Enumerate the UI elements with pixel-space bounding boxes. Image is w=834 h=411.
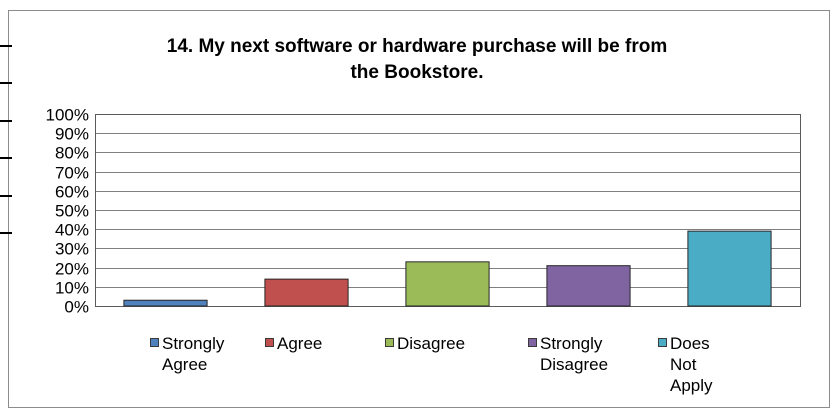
y-tick-label: 70% bbox=[55, 164, 89, 183]
legend-swatch bbox=[658, 338, 667, 347]
edge-mark bbox=[0, 45, 12, 47]
y-tick-label: 50% bbox=[55, 202, 89, 221]
bar-does-not-apply bbox=[687, 230, 772, 307]
legend-label: Agree bbox=[277, 334, 323, 353]
edge-mark bbox=[0, 120, 12, 122]
bar-strongly-agree bbox=[123, 299, 208, 307]
y-tick-label: 0% bbox=[64, 298, 89, 317]
bar-agree bbox=[264, 278, 349, 307]
y-tick-label: 60% bbox=[55, 183, 89, 202]
legend-swatch bbox=[385, 338, 394, 347]
edge-mark bbox=[0, 195, 12, 197]
y-tick-label: 100% bbox=[46, 106, 89, 125]
y-tick-label: 10% bbox=[55, 279, 89, 298]
legend-swatch bbox=[528, 338, 537, 347]
chart-legend: Strongly Agree Agree Disagree Strongly Disa… bbox=[150, 333, 810, 395]
chart-frame bbox=[8, 10, 830, 408]
y-tick-label: 20% bbox=[55, 260, 89, 279]
chart-plot-area: 0%10%20%30%40%50%60%70%80%90%100% bbox=[46, 106, 801, 317]
legend-label: Does Not Apply bbox=[670, 334, 713, 395]
bar-strongly-disagree bbox=[546, 265, 631, 307]
edge-mark bbox=[0, 82, 12, 84]
edge-mark bbox=[0, 232, 12, 234]
y-tick-label: 30% bbox=[55, 240, 89, 259]
legend-swatch bbox=[265, 338, 274, 347]
bar-disagree bbox=[405, 261, 490, 307]
y-tick-label: 40% bbox=[55, 221, 89, 240]
chart-title: 14. My next software or hardware purchas… bbox=[166, 36, 668, 83]
y-tick-label: 80% bbox=[55, 144, 89, 163]
edge-mark bbox=[0, 157, 12, 159]
legend-label: Disagree bbox=[397, 334, 466, 353]
plot-border bbox=[95, 114, 801, 307]
legend-swatch bbox=[150, 338, 159, 347]
legend-label: Strongly Disagree bbox=[540, 334, 609, 374]
legend-label: Strongly Agree bbox=[162, 334, 225, 374]
y-tick-label: 90% bbox=[55, 125, 89, 144]
